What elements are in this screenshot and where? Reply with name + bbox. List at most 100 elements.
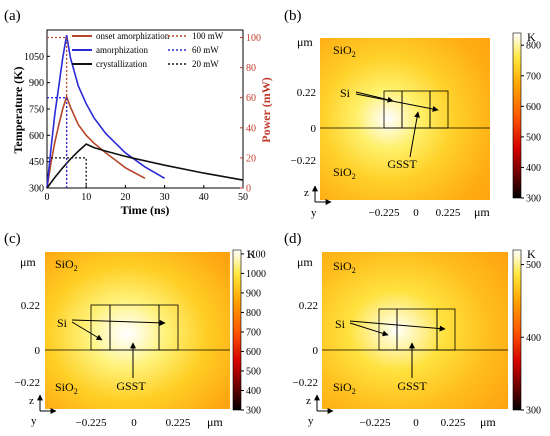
panel-c-heatmap (45, 252, 230, 409)
colorbar-tick-label: 400 (526, 163, 541, 174)
panel-d-ytick-top: 0.22 (299, 300, 318, 312)
y-right-tick-label: 60 (246, 93, 256, 104)
legend-label-100mw: 100 mW (192, 31, 224, 41)
colorbar-tick-label: 600 (526, 102, 541, 113)
colorbar-tick-label: 300 (526, 194, 541, 205)
panel-d-axis-z-label: z (306, 395, 311, 407)
colorbar-tick-label: 800 (246, 308, 261, 319)
colorbar-tick-label: 500 (526, 260, 541, 271)
panel-d-label: (d) (284, 231, 302, 247)
panel-c-colorbar-unit: K (247, 247, 256, 261)
panel-c-xtick-right: 0.225 (166, 417, 191, 429)
x-tick-label: 20 (120, 192, 130, 203)
panel-b-si-arrow-2 (355, 93, 439, 112)
legend-label-amorph: amorphization (96, 45, 148, 55)
panel-d-sio2-top: SiO2 (333, 259, 356, 275)
colorbar-tick-label: 300 (526, 406, 541, 417)
panel-c-label: (c) (4, 231, 21, 247)
panel-d-colorbar-unit: K (527, 247, 536, 261)
panel-b-sio2-top: SiO2 (333, 43, 356, 59)
panel-d-ytick-bot: −0.22 (293, 377, 318, 389)
panel-d-ytick-mid: 0 (313, 345, 319, 357)
panel-b-ytick-top: 0.22 (297, 87, 316, 99)
y-right-tick-label: 0 (246, 184, 251, 195)
panel-b-xtick-right: 0.225 (436, 207, 461, 219)
panel-b-axis-y-label: y (311, 207, 317, 219)
y-right-tick-label: 40 (246, 123, 256, 134)
panel-b-ytick-mid: 0 (311, 123, 317, 135)
colorbar-tick-label: 900 (246, 288, 261, 299)
panel-c-gsst-label: GSST (116, 379, 146, 393)
panel-b-si-label: Si (340, 86, 351, 100)
colorbar-tick-label: 400 (526, 333, 541, 344)
panel-b-colorbar-unit: K (527, 30, 536, 44)
panel-d-colorbar (512, 249, 522, 411)
colorbar-tick-label: 300 (246, 406, 261, 417)
panel-b-heatmap (320, 38, 490, 200)
panel-d-si-waveguide-right (436, 308, 456, 351)
panel-b-um-label: μm (297, 35, 313, 49)
y-left-tick-label: 750 (29, 105, 44, 116)
panel-b-xtick-mid: 0 (413, 207, 419, 219)
panel-a-label: (a) (4, 8, 21, 24)
colorbar-tick-label: 700 (246, 327, 261, 338)
panel-a-ylabel-left: Temperature (K) (11, 67, 25, 154)
x-tick-label: 50 (238, 192, 248, 203)
colorbar-tick-label: 400 (246, 386, 261, 397)
series-line-0 (46, 94, 146, 189)
y-left-tick-label: 300 (29, 184, 44, 195)
y-left-tick-label: 1050 (24, 52, 44, 63)
panel-b: (b) μm SiO2 SiO2 Si GSST 0.22 0 −0.22 −0… (284, 8, 541, 219)
legend-label-cryst: crystallization (96, 59, 147, 69)
y-right-tick-label: 20 (246, 153, 256, 164)
colorbar-tick-label: 500 (246, 366, 261, 377)
panel-d-xtick-mid: 0 (413, 417, 419, 429)
panel-b-label: (b) (284, 8, 302, 24)
panel-c-axis-y-label: y (31, 415, 37, 427)
panel-c-si-arrow-1 (71, 321, 103, 341)
panel-c-ytick-top: 0.22 (21, 300, 40, 312)
panel-a-xlabel: Time (ns) (121, 203, 170, 217)
panel-d-axis-y-label: y (308, 415, 314, 427)
panel-d-xtick-right: 0.225 (441, 417, 466, 429)
colorbar-tick-label: 1000 (246, 269, 266, 280)
colorbar-tick-label: 700 (526, 71, 541, 82)
x-tick-label: 30 (160, 192, 170, 203)
panel-b-x-unit: μm (474, 205, 490, 219)
panel-c-ytick-bot: −0.22 (15, 377, 40, 389)
series-line-2 (46, 143, 244, 189)
panel-b-si-arrow-1 (355, 91, 394, 103)
panel-b-colorbar (512, 32, 522, 199)
legend-label-onset: onset amorphization (96, 31, 170, 41)
panel-c-xtick-mid: 0 (131, 417, 137, 429)
y-right-tick-label: 80 (246, 63, 256, 74)
legend-label-20mw: 20 mW (192, 59, 219, 69)
x-tick-label: 40 (199, 192, 209, 203)
y-right-tick-label: 100 (246, 33, 261, 44)
panel-d-si-label: Si (335, 317, 346, 331)
panel-b-axis-z-label: z (304, 187, 309, 199)
colorbar-tick-label: 600 (246, 347, 261, 358)
panel-d-sio2-bottom: SiO2 (333, 380, 356, 396)
series-line-1 (46, 35, 166, 189)
panel-a: (a) 0 10 20 30 40 50 300 450 600 750 900 1050 0 20 4… (4, 8, 273, 217)
panel-c: (c) μm SiO2 SiO2 Si GSST 0.22 0 −0.22 −0… (4, 231, 266, 429)
y-left-tick-label: 450 (29, 157, 44, 168)
series-line-5 (47, 157, 87, 188)
x-tick-label: 10 (81, 192, 91, 203)
y-left-tick-label: 600 (29, 131, 44, 142)
y-left-tick-label: 900 (29, 78, 44, 89)
panel-b-sio2-bottom: SiO2 (333, 165, 356, 181)
legend-label-60mw: 60 mW (192, 45, 219, 55)
panel-c-um-label: μm (20, 255, 36, 269)
panel-c-axis-z-label: z (29, 395, 34, 407)
panel-d-heatmap (322, 252, 508, 409)
x-tick-label: 0 (45, 192, 50, 203)
panel-b-xtick-left: −0.225 (369, 207, 400, 219)
panel-c-ytick-mid: 0 (35, 345, 41, 357)
panel-c-sio2-bottom: SiO2 (55, 380, 78, 396)
panel-c-x-unit: μm (207, 415, 223, 429)
panel-d-um-label: μm (297, 255, 313, 269)
panel-d-x-unit: μm (480, 415, 496, 429)
panel-d-gsst-label: GSST (397, 379, 427, 393)
